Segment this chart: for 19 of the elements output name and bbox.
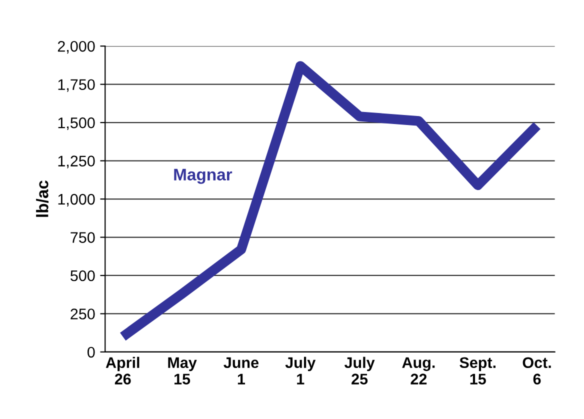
y-tick-label: 250 [70,308,95,320]
x-tick-label: May 15 [168,357,197,384]
series-label: Magnar [174,168,232,184]
x-tick-label: Aug. 22 [402,357,435,384]
x-tick-label: July 1 [285,356,316,384]
x-tick-label: July 25 [344,356,375,384]
y-tick-label: 1,750 [58,79,95,92]
y-axis-title: lb/ac [36,180,48,217]
x-tick-label: Sept. 15 [460,357,496,384]
y-tick-label: 2,000 [58,40,95,54]
x-tick-label: Oct. 6 [522,357,551,384]
y-tick-label: 0 [88,346,95,358]
y-tick-label: 500 [70,270,95,282]
y-tick-label: 1,250 [58,156,95,168]
y-tick-label: 750 [70,232,95,243]
y-tick-label: 1,000 [58,194,95,207]
y-tick-label: 1,500 [58,117,95,130]
x-tick-label: April 26 [106,356,140,384]
x-tick-label: June 1 [224,357,259,384]
